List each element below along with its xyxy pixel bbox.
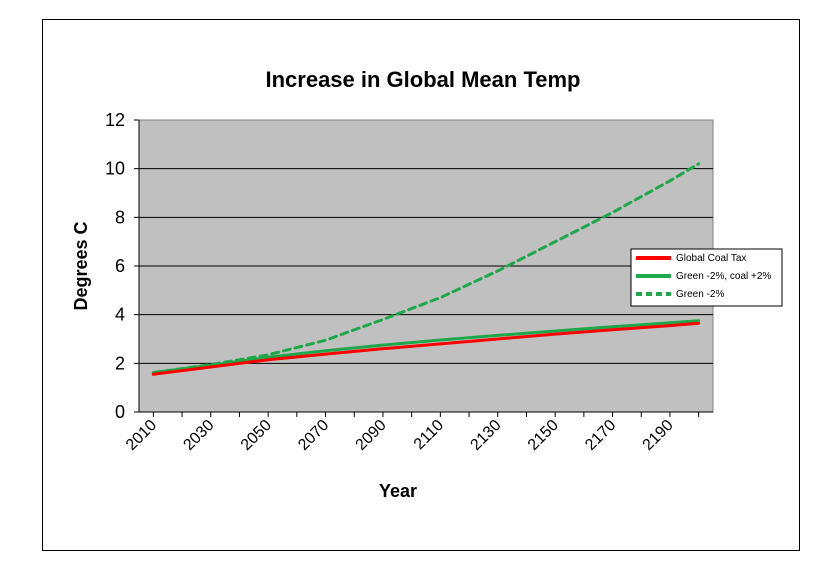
x-tick-label: 2070: [295, 417, 332, 454]
y-tick-label: 8: [115, 207, 125, 227]
chart-title: Increase in Global Mean Temp: [265, 67, 580, 92]
legend-label-green-coal: Green -2%, coal +2%: [676, 271, 771, 282]
chart-svg: Increase in Global Mean Temp 0 2 4 6 8 10 12 2…: [71, 67, 783, 501]
x-tick-label: 2030: [180, 417, 217, 454]
x-tick-label: 2110: [411, 417, 447, 453]
x-tick-label: 2190: [640, 417, 677, 454]
x-tick-label: 2090: [353, 417, 390, 454]
y-tick-label: 2: [115, 353, 125, 373]
x-tick-label: 2150: [525, 417, 562, 454]
y-tick-label: 12: [105, 110, 125, 130]
x-axis-label: Year: [379, 481, 417, 501]
y-tick-label: 10: [105, 159, 125, 179]
y-axis-label: Degrees C: [71, 221, 91, 310]
x-tick-label: 2010: [123, 417, 160, 454]
x-tick-label: 2050: [238, 417, 275, 454]
series-line-green-2-coal-2: [151, 319, 701, 375]
y-tick-label: 4: [115, 305, 125, 325]
legend: Global Coal Tax Green -2%, coal +2% Gree…: [630, 248, 783, 307]
series-line-green-2: [151, 162, 701, 375]
x-tick-label: 2170: [582, 417, 619, 454]
y-tick-label: 0: [115, 402, 125, 422]
x-tick-label: 2130: [467, 417, 504, 454]
series-line-global-coal-tax: [151, 321, 701, 376]
legend-label-global-coal-tax: Global Coal Tax: [676, 253, 746, 264]
legend-label-green: Green -2%: [676, 289, 724, 300]
chart-frame: Increase in Global Mean Temp 0 2 4 6 8 10 12 2…: [42, 19, 800, 551]
y-tick-label: 6: [115, 256, 125, 276]
